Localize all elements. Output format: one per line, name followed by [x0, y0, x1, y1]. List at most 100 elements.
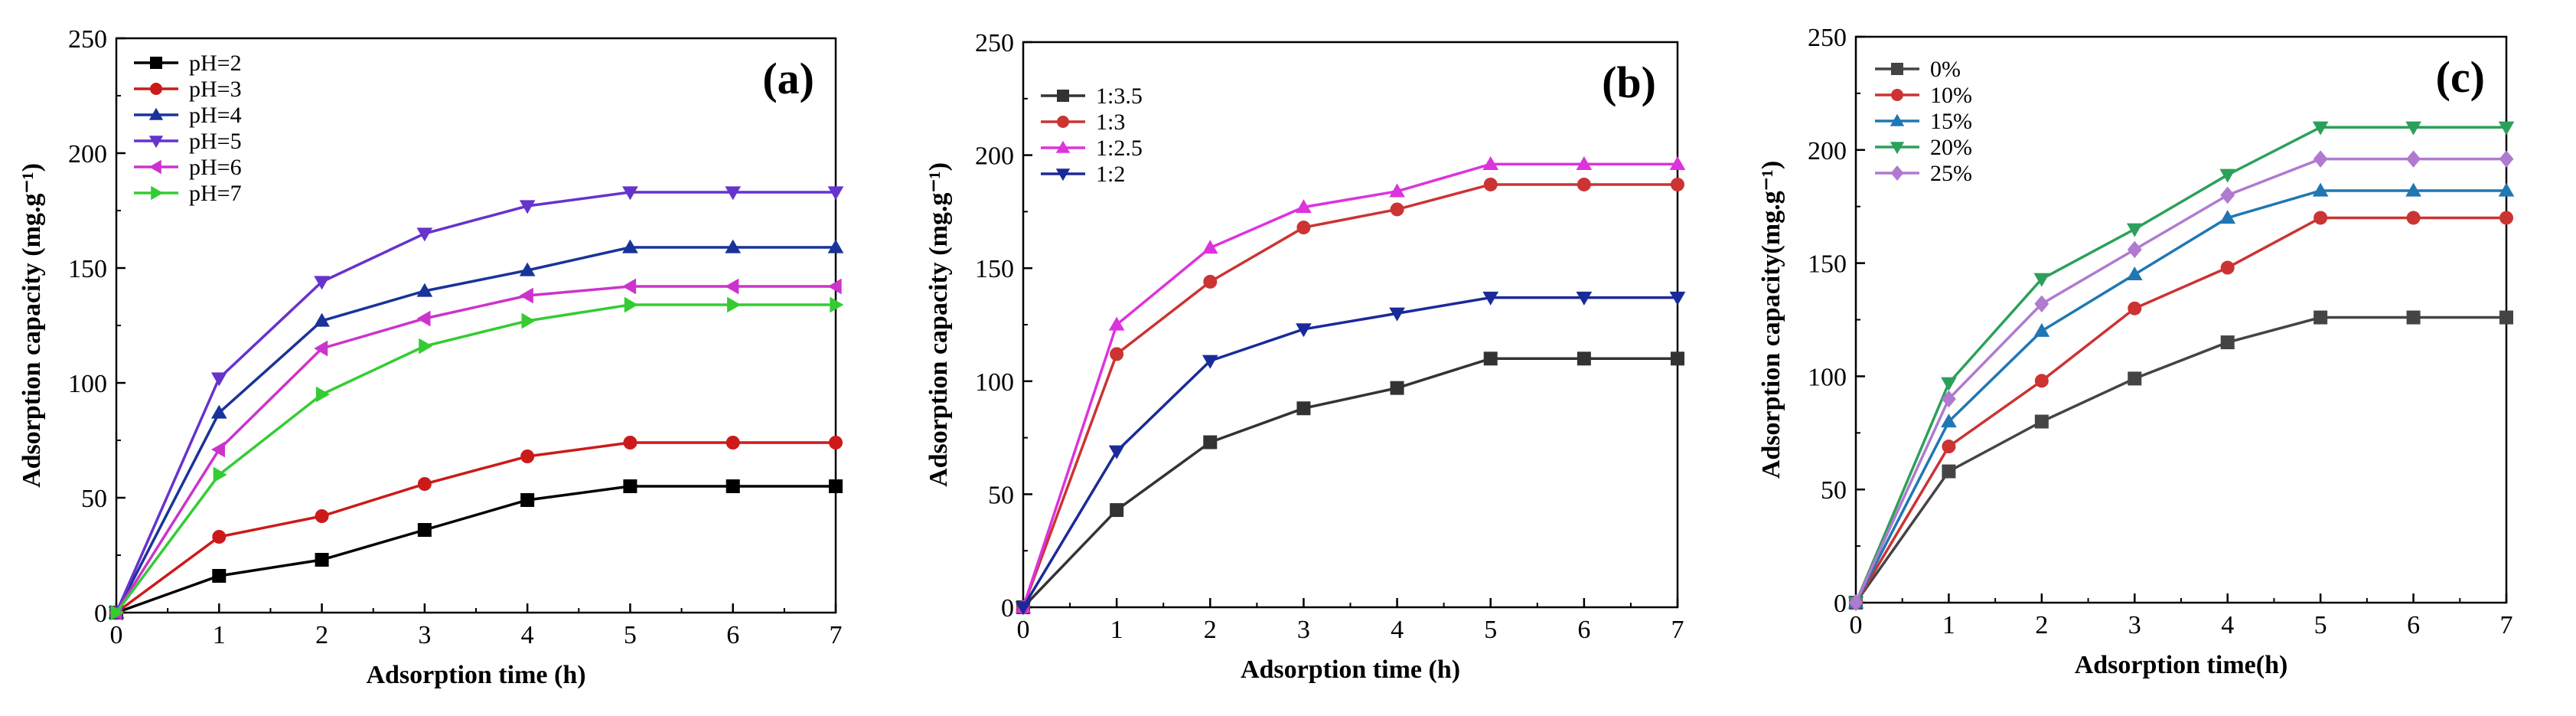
data-point [725, 186, 742, 201]
legend-label: 1:3 [1096, 110, 1125, 135]
x-tick-label: 2 [315, 621, 328, 649]
y-tick-label: 250 [1808, 24, 1847, 52]
legend-label: 1:2 [1096, 162, 1125, 187]
series-line [1854, 216, 2506, 603]
data-point [417, 523, 432, 537]
data-point [727, 296, 742, 313]
legend-label: pH=6 [189, 155, 242, 180]
data-point [2312, 182, 2329, 197]
legend-label: 0% [1930, 57, 1961, 82]
data-point [2406, 150, 2421, 168]
data-point [314, 276, 330, 290]
data-point [1941, 390, 1956, 408]
data-point [2219, 168, 2236, 183]
data-point [1669, 156, 1686, 171]
legend-marker [151, 185, 164, 201]
legend-label: pH=3 [189, 77, 242, 102]
x-tick-label: 5 [624, 621, 637, 649]
legend-label: pH=5 [189, 129, 242, 154]
data-point [520, 450, 535, 463]
x-axis-title: Adsorption time (h) [366, 661, 585, 689]
series-line [1022, 357, 1678, 609]
panel-label: (b) [1602, 57, 1656, 107]
data-point [2406, 211, 2421, 225]
series-3 [108, 239, 844, 619]
data-point [2034, 295, 2049, 313]
data-point [1108, 445, 1125, 459]
legend-marker [150, 83, 162, 95]
x-tick-label: 6 [726, 621, 739, 649]
data-point [1483, 351, 1498, 366]
data-point [2498, 121, 2515, 136]
data-point [416, 283, 433, 297]
legend: 0%10%15%20%25% [1875, 57, 1972, 186]
y-tick-label: 100 [68, 370, 107, 398]
data-point [725, 278, 739, 295]
data-point [1203, 274, 1218, 289]
legend-marker [1890, 113, 1905, 126]
data-point [2220, 186, 2235, 204]
data-point [1577, 177, 1591, 191]
x-tick-label: 2 [1204, 616, 1217, 644]
series-2 [109, 436, 843, 620]
data-point [622, 278, 637, 295]
data-point [726, 436, 740, 450]
data-point [2034, 414, 2049, 429]
data-point [520, 493, 535, 507]
x-tick-label: 7 [1671, 616, 1684, 644]
y-tick-label: 250 [975, 29, 1014, 57]
x-tick-label: 2 [2035, 611, 2048, 639]
data-point [213, 466, 227, 483]
data-point [110, 604, 125, 621]
series-2 [1849, 211, 2513, 610]
series-3 [1015, 156, 1686, 613]
data-point [623, 436, 637, 450]
chart-panel-1: 0 1 2 3 4 5 6 7 0 50 100 150 200 250 Adsorption time (… [18, 25, 844, 689]
series-1 [109, 479, 843, 620]
x-tick-label: 0 [1850, 611, 1863, 639]
data-point [1203, 435, 1218, 450]
data-point [210, 404, 227, 419]
legend-marker [1890, 142, 1905, 155]
data-point [827, 278, 842, 295]
x-tick-label: 1 [213, 621, 226, 649]
data-point [1941, 414, 1957, 428]
data-point [416, 227, 433, 242]
data-point [519, 262, 536, 276]
y-tick-label: 150 [1808, 250, 1847, 279]
x-tick-label: 1 [1942, 611, 1955, 639]
data-point [1482, 291, 1499, 306]
series-line [115, 441, 836, 614]
data-point [1576, 156, 1593, 171]
x-tick-label: 6 [1577, 616, 1590, 644]
y-tick-label: 50 [1821, 476, 1847, 505]
x-axis-title: Adsorption time(h) [2075, 651, 2288, 679]
panel-label: (a) [762, 54, 814, 103]
data-point [1389, 307, 1405, 322]
data-point [624, 296, 638, 313]
data-point [2220, 260, 2235, 275]
data-point [212, 530, 227, 544]
x-tick-label: 0 [110, 621, 123, 649]
data-point [1296, 401, 1311, 416]
data-point [1942, 464, 1956, 479]
data-point [2033, 322, 2050, 337]
data-point [519, 287, 533, 304]
data-point [2498, 182, 2515, 197]
y-tick-label: 200 [1808, 137, 1847, 165]
legend-label: 15% [1930, 109, 1972, 134]
data-point [1296, 323, 1312, 338]
data-point [1671, 351, 1684, 366]
y-axis-title: Adsorption capacity(mg.g⁻¹) [1757, 161, 1785, 479]
data-point [1848, 593, 1864, 612]
y-tick-label: 50 [988, 481, 1014, 509]
data-point [2220, 335, 2235, 350]
data-point [1108, 316, 1125, 331]
legend-marker [148, 159, 161, 175]
legend-marker [148, 136, 164, 149]
data-point [1110, 347, 1124, 361]
legend-label: 20% [1930, 135, 1972, 160]
data-point [314, 340, 328, 357]
series-line [1022, 183, 1678, 608]
data-point [2314, 310, 2328, 325]
